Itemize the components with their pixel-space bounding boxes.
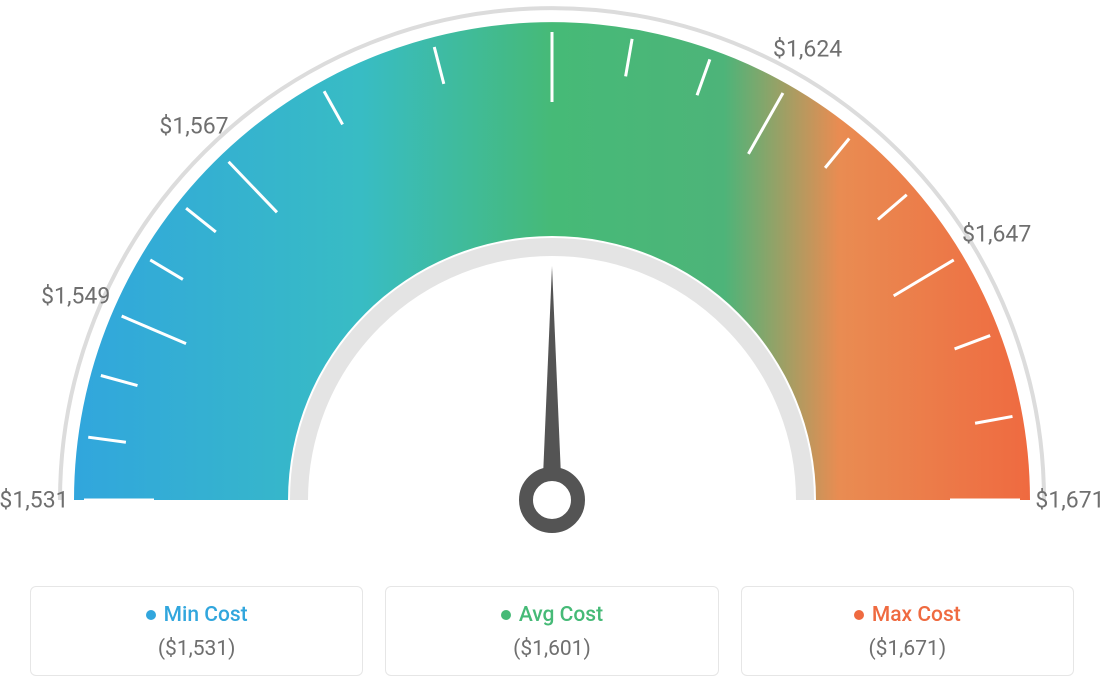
- gauge-tick-label: $1,567: [159, 112, 228, 139]
- chart-container: $1,531$1,549$1,567$1,601$1,624$1,647$1,6…: [0, 0, 1104, 690]
- gauge: $1,531$1,549$1,567$1,601$1,624$1,647$1,6…: [0, 0, 1104, 560]
- dot-icon: [501, 610, 511, 620]
- legend-min-card: Min Cost ($1,531): [30, 586, 363, 676]
- legend-min-value: ($1,531): [43, 637, 350, 661]
- gauge-tick-label: $1,531: [0, 487, 69, 514]
- legend-avg-label: Avg Cost: [519, 603, 603, 627]
- gauge-tick-label: $1,624: [773, 36, 842, 63]
- legend-min-label: Min Cost: [164, 603, 248, 627]
- legend-avg-value: ($1,601): [398, 637, 705, 661]
- legend-avg-card: Avg Cost ($1,601): [385, 586, 718, 676]
- dot-icon: [854, 610, 864, 620]
- legend-row: Min Cost ($1,531) Avg Cost ($1,601) Max …: [30, 586, 1074, 676]
- legend-min-title: Min Cost: [146, 603, 248, 627]
- dot-icon: [146, 610, 156, 620]
- gauge-tick-label: $1,549: [41, 283, 110, 310]
- legend-max-value: ($1,671): [754, 637, 1061, 661]
- legend-max-card: Max Cost ($1,671): [741, 586, 1074, 676]
- legend-avg-title: Avg Cost: [501, 603, 603, 627]
- gauge-svg: [0, 0, 1104, 560]
- legend-max-title: Max Cost: [854, 603, 961, 627]
- gauge-tick-label: $1,647: [962, 221, 1031, 248]
- legend-max-label: Max Cost: [872, 603, 961, 627]
- gauge-tick-label: $1,671: [1035, 487, 1104, 514]
